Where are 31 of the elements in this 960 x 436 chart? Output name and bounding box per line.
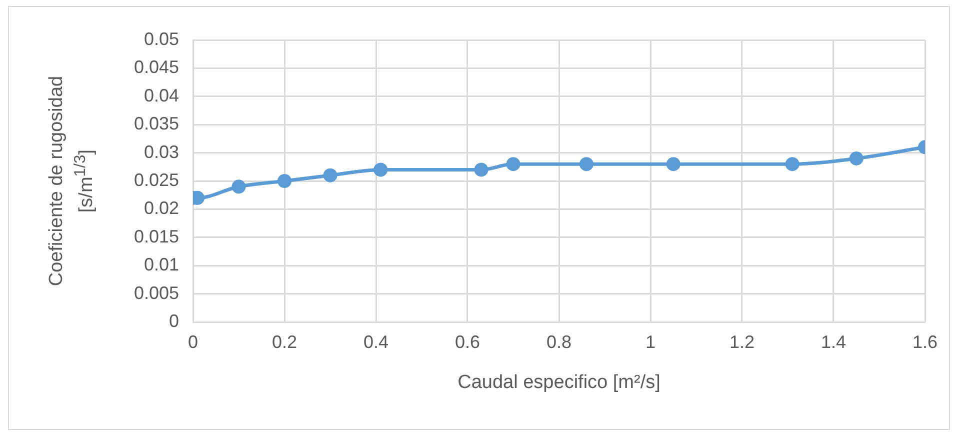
y-tick-label: 0.01 — [144, 254, 179, 275]
point — [278, 174, 292, 188]
point — [232, 180, 246, 194]
y-tick-label: 0.035 — [134, 114, 179, 134]
x-tick-label: 0.4 — [363, 332, 389, 352]
y-tick-label: 0.03 — [144, 142, 179, 162]
x-tick-label: 1.2 — [729, 332, 755, 352]
x-tick-label: 0 — [188, 332, 198, 352]
x-tick-label: 0.2 — [272, 332, 298, 352]
x-tick-label: 1 — [645, 332, 656, 352]
y-tick-label: 0 — [168, 310, 179, 331]
y-tick-label: 0.04 — [144, 85, 179, 106]
point — [474, 162, 488, 177]
point — [323, 168, 338, 182]
point — [666, 157, 680, 172]
x-tick-label: 0.8 — [546, 332, 572, 352]
point — [785, 157, 800, 172]
point — [506, 157, 520, 172]
x-axis-title: Caudal especifico [m²/s] — [456, 372, 662, 394]
point — [849, 151, 864, 166]
y-tick-label: 0.02 — [144, 198, 179, 218]
y-tick-label: 0.045 — [134, 57, 179, 78]
y-tick-label: 0.015 — [134, 226, 179, 246]
point — [374, 162, 388, 177]
y-tick-label: 0.05 — [144, 28, 179, 49]
y-tick-label: 0.005 — [134, 282, 179, 303]
point — [579, 157, 594, 172]
x-tick-label: 1.4 — [820, 332, 846, 352]
x-tick-label: 1.6 — [912, 332, 938, 352]
x-tick-label: 0.6 — [454, 332, 480, 352]
y-tick-label: 0.025 — [134, 170, 179, 190]
